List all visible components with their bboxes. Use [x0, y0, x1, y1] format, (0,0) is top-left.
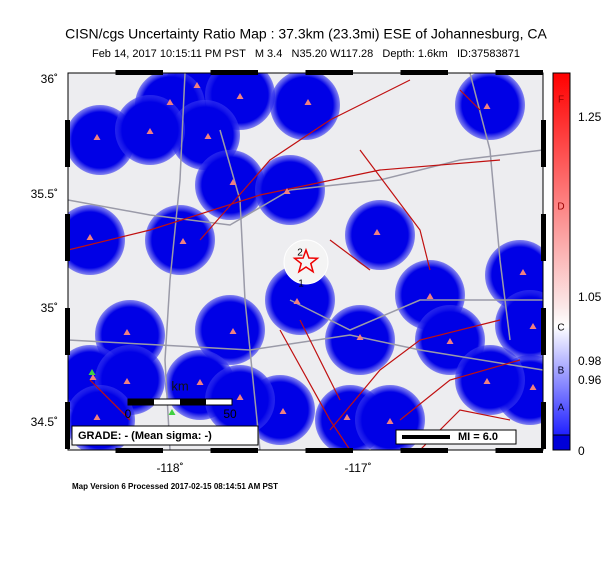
lat-label: 36˚: [41, 72, 58, 86]
frame-segment: [65, 214, 70, 261]
frame-segment: [65, 402, 70, 449]
frame-segment: [400, 448, 448, 453]
map: 2 1 km 0 50 GRADE: - (Mean sigma: -) MI …: [68, 73, 543, 450]
frame-segment: [305, 448, 353, 453]
station: [236, 93, 244, 99]
lon-label: -117˚: [344, 461, 371, 475]
grade-box: [71, 425, 259, 446]
grade-letter: A: [558, 403, 565, 414]
coverage-disk: [270, 73, 340, 140]
station: [196, 379, 204, 385]
station: [386, 418, 394, 424]
station: [293, 298, 301, 304]
station: [146, 128, 154, 134]
grade-letter: D: [557, 202, 564, 213]
station: [529, 384, 537, 390]
grade-letter: B: [558, 366, 565, 377]
title: CISN/cgs Uncertainty Ratio Map : 37.3km …: [65, 26, 547, 42]
colorbar: F D C B A 1.25 1.05 0.98 0.96 0: [552, 72, 602, 458]
footer: Map Version 6 Processed 2017-02-15 08:14…: [72, 482, 278, 491]
frame-segment: [495, 448, 543, 453]
subtitle: Feb 14, 2017 10:15:11 PM PST M 3.4 N35.2…: [92, 48, 520, 60]
seismic-stations: [86, 82, 537, 424]
colorbar-label: 1.25: [578, 110, 602, 124]
colorbar-gradient: [552, 72, 571, 436]
lat-label: 35.5˚: [31, 187, 58, 201]
grade: GRADE: - (Mean sigma: -): [78, 430, 212, 442]
coverage-disk: [455, 345, 525, 415]
station: [93, 414, 101, 420]
station: [356, 334, 364, 340]
lat-label: 34.5˚: [31, 415, 58, 429]
frame-segment: [65, 120, 70, 167]
grade-letter: C: [557, 323, 564, 334]
station: [283, 188, 291, 194]
station-label: 2: [297, 248, 303, 259]
coverage-disk: [145, 205, 215, 275]
station: [179, 238, 187, 244]
station: [123, 378, 131, 384]
colorbar-label: 1.05: [578, 290, 602, 304]
coverage-disk: [455, 73, 525, 140]
coverage-disk: [265, 265, 335, 335]
station: [519, 269, 527, 275]
station: [123, 329, 131, 335]
station: [343, 414, 351, 420]
scale-end: 50: [223, 407, 237, 421]
station: [89, 374, 97, 380]
station: [93, 134, 101, 140]
faults: [68, 79, 521, 450]
frame-segment: [305, 70, 353, 75]
legend: MI = 6.0: [458, 431, 498, 443]
legend-box: [395, 429, 517, 445]
frame-segment: [400, 70, 448, 75]
coverage-disk: [68, 205, 125, 275]
station: [529, 323, 537, 329]
colorbar-label: 0.96: [578, 373, 602, 387]
roads: [68, 73, 543, 450]
colorbar-zero: [552, 434, 571, 451]
frame-segment: [210, 448, 258, 453]
station: [88, 369, 96, 375]
station: [304, 99, 312, 105]
epicenter-star: [292, 247, 320, 274]
scale-unit: km: [171, 378, 188, 393]
frame-segment: [495, 70, 543, 75]
station: [279, 408, 287, 414]
frame-segment: [210, 70, 258, 75]
lon-label: -118˚: [156, 461, 183, 475]
station: [166, 99, 174, 105]
lat-label: 35˚: [41, 301, 58, 315]
frame-segment: [541, 214, 546, 261]
scale-bar: km 0 50: [125, 378, 237, 421]
frame-segment: [65, 308, 70, 355]
station: [204, 133, 212, 139]
station: [86, 234, 94, 240]
frame-segment: [115, 70, 163, 75]
station: [373, 229, 381, 235]
station: [229, 328, 237, 334]
station: [168, 409, 176, 415]
epicenter-area: [283, 239, 329, 285]
coverage: [68, 73, 543, 450]
station: [483, 378, 491, 384]
station-label: 1: [298, 279, 304, 290]
station: [426, 293, 434, 299]
station: [236, 394, 244, 400]
grade-letter: F: [558, 95, 564, 106]
station: [229, 179, 237, 185]
scale-start: 0: [125, 407, 132, 421]
station: [193, 82, 201, 88]
frame-ticks: [65, 70, 546, 453]
frame-segment: [541, 120, 546, 167]
frame-segment: [541, 402, 546, 449]
colorbar-label: 0.98: [578, 354, 602, 368]
station: [483, 103, 491, 109]
frame-segment: [541, 308, 546, 355]
colorbar-label: 0: [578, 444, 585, 458]
station: [446, 338, 454, 344]
frame-segment: [115, 448, 163, 453]
coverage-disk: [495, 290, 543, 360]
